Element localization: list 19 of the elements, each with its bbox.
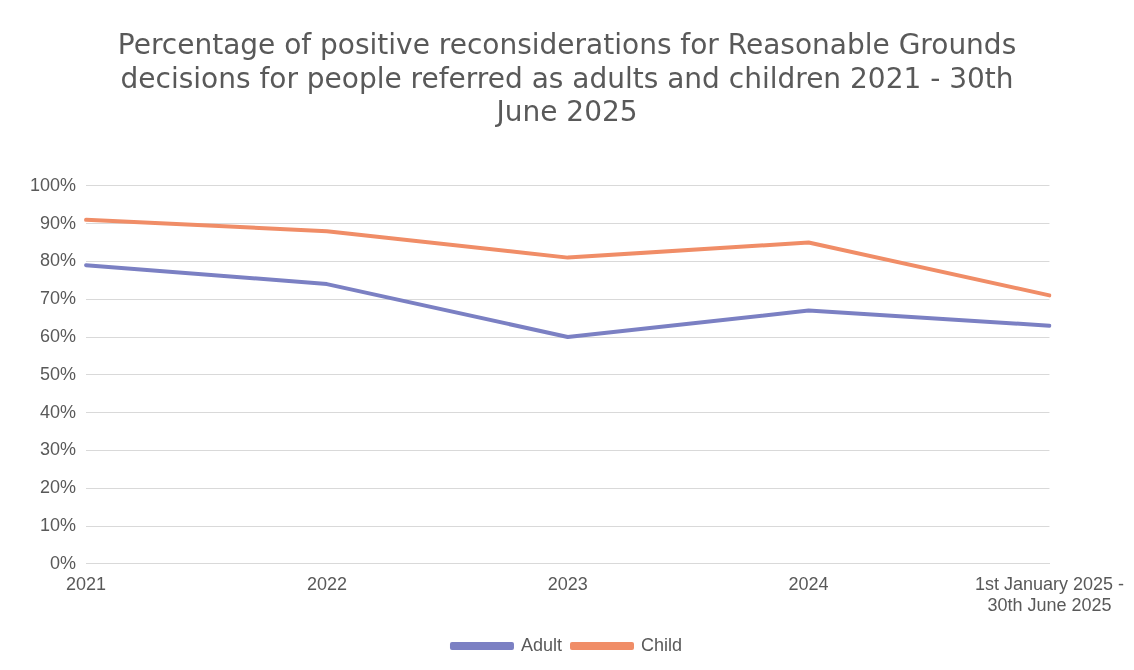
x-tick-label: 2024: [788, 573, 829, 594]
legend-label: Adult: [520, 634, 563, 655]
x-tick-label: 2023: [547, 573, 588, 594]
y-tick-label: 30%: [40, 439, 77, 460]
y-tick-label: 80%: [40, 250, 77, 271]
x-tick-label: 1st January 2025 - 30th June 2025: [974, 573, 1124, 616]
y-tick-label: 20%: [40, 477, 77, 498]
x-tick-label: 2022: [306, 573, 347, 594]
legend-label: Child: [641, 634, 683, 655]
y-tick-label: 60%: [40, 325, 77, 346]
y-tick-label: 40%: [40, 401, 77, 422]
chart-title: Percentage of positive reconsiderations for Reasonable Grounds decisions for people referred as adults and children 2021 - 30th June 2025: [117, 28, 1017, 129]
y-tick-label: 100%: [29, 174, 77, 195]
x-tick-label: 2021: [66, 573, 107, 594]
y-tick-label: 70%: [40, 288, 77, 309]
y-tick-label: 0%: [50, 552, 77, 573]
y-tick-label: 50%: [40, 363, 77, 384]
y-tick-label: 90%: [40, 212, 77, 233]
y-tick-label: 10%: [40, 514, 77, 535]
